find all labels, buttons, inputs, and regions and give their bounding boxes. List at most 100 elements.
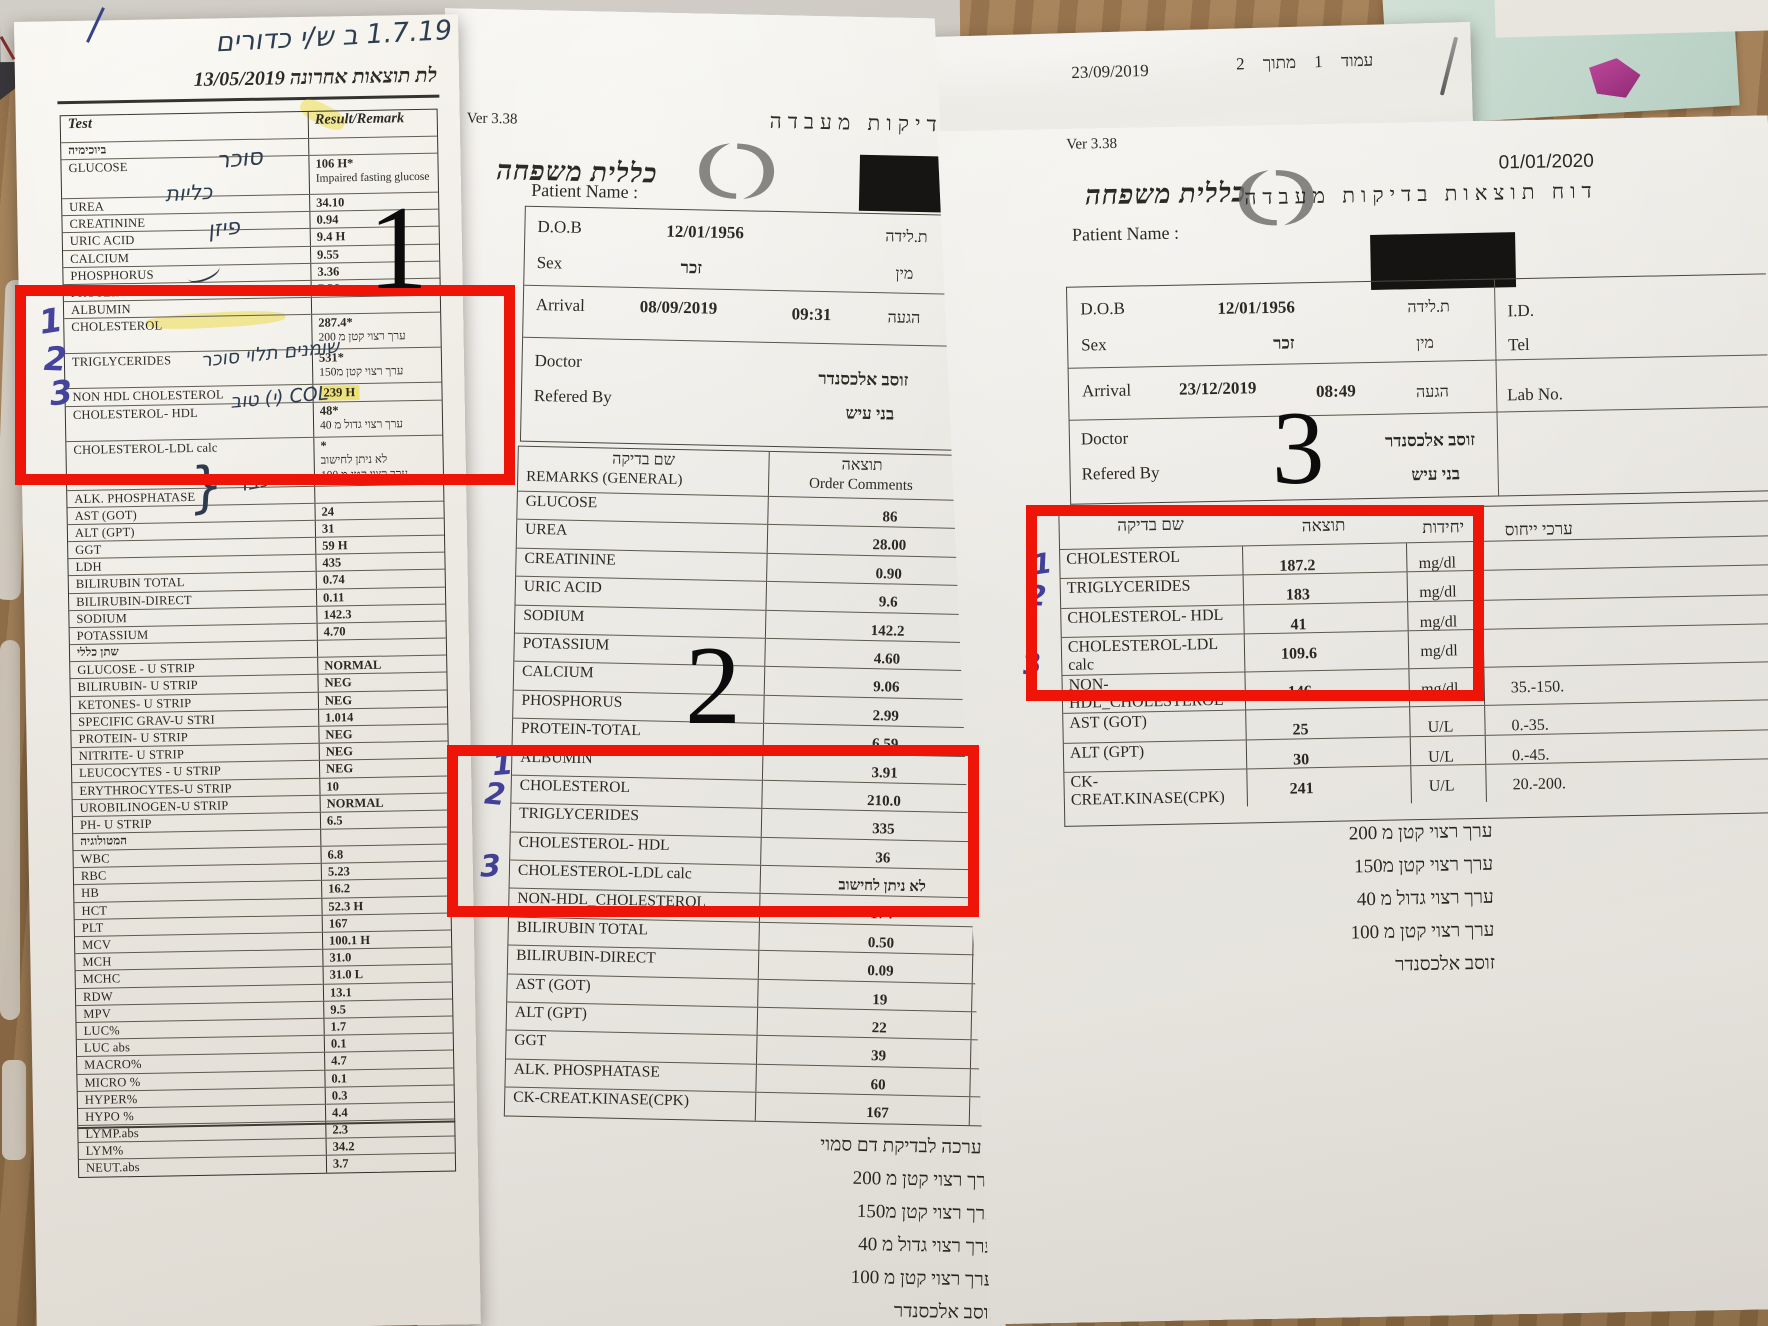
result-cell: 2.99 — [763, 696, 978, 728]
sex-label-he: מין — [1415, 334, 1435, 353]
result-value: 31.0 L — [329, 967, 364, 983]
result-cell: 22 — [757, 1008, 972, 1040]
result-cell: 167 — [321, 913, 451, 932]
result-cell: 435 — [315, 552, 445, 572]
reference-value: 0.-35. — [1511, 716, 1550, 735]
id-label: I.D. — [1507, 300, 1535, 321]
result-cell: 60 — [755, 1065, 970, 1097]
result-value: NEG — [325, 761, 354, 776]
lab-report-2019-09: Ver 3.38 כללית משפחה ות בדיקות מעבדה Pat… — [417, 8, 1035, 1326]
result-value: 100.1 H — [328, 932, 371, 948]
reference-cell — [1483, 624, 1768, 667]
result-cell: 241 — [1246, 766, 1411, 806]
col-test-name-en: REMARKS (GENERAL) — [526, 468, 683, 489]
units-cell: U/L — [1409, 706, 1485, 736]
result-cell: 0.11 — [315, 587, 446, 606]
result-value: NEG — [324, 692, 353, 708]
handwriting-calcium: פיזן — [206, 214, 242, 244]
result-value: 9.6 — [878, 594, 898, 611]
footnote-line: זוסב אלכסנדר — [893, 1300, 995, 1324]
redaction-box — [859, 155, 944, 213]
dob-label-he: ת.לידה — [885, 228, 928, 247]
result-value: 31 — [321, 521, 335, 536]
doctor-label: Doctor — [534, 350, 583, 371]
result-value: 0.74 — [322, 572, 345, 588]
result-value: 60 — [870, 1076, 886, 1094]
result-cell: 4.70 — [316, 621, 446, 640]
result-cell: 52.3 H — [321, 896, 451, 915]
result-value: 10 — [326, 778, 340, 794]
result-value: NORMAL — [324, 657, 382, 673]
referring-clinic: בני עיש — [845, 403, 895, 424]
divider — [524, 285, 1000, 296]
result-value — [321, 485, 443, 487]
result-cell: 10 — [319, 776, 449, 795]
result-cell: NEG — [318, 758, 449, 778]
dob-label: D.O.B — [1080, 298, 1126, 319]
result-cell: 59 H — [315, 535, 445, 555]
result-value: 241 — [1289, 780, 1314, 798]
result-value: 0.1 — [330, 1036, 347, 1051]
footnote-line: ערך רצוי גדול מ 40 — [1356, 886, 1495, 911]
test-name: NEUT.abs — [85, 1160, 140, 1176]
lab-report-2020-01: Ver 3.38 01/01/2020 כללית משפחה דוח תוצא… — [898, 115, 1768, 1325]
result-value: 0.09 — [867, 963, 894, 980]
col-result: Result/Remark — [307, 109, 438, 138]
col-reference: ערכי ייחוס — [1504, 519, 1573, 540]
result-value: 52.3 H — [328, 898, 364, 914]
result-value: 0.50 — [867, 934, 895, 952]
result-cell: 6.8 — [320, 844, 450, 864]
test-name: CK-CREAT.KINASE(CPK) — [1070, 773, 1225, 809]
red-annotation-box-1 — [15, 285, 515, 485]
result-cell: NORMAL — [319, 793, 449, 812]
test-name: ALT (GPT) — [514, 1003, 588, 1023]
unit-value: U/L — [1428, 777, 1455, 795]
result-cell — [316, 638, 447, 657]
tel-label: Tel — [1508, 334, 1530, 355]
title-rule — [57, 94, 440, 104]
clalit-logo-text: כללית משפחה — [1084, 177, 1247, 211]
result-value: 0.11 — [322, 589, 345, 605]
reference-cell — [1482, 566, 1768, 600]
unit-value: U/L — [1427, 718, 1454, 737]
footnote-line: זוסב אלכסנדר — [1394, 952, 1496, 976]
divider — [523, 337, 999, 348]
result-cell — [308, 136, 438, 155]
result-value: NEG — [325, 727, 353, 742]
report-date: 01/01/2020 — [1498, 150, 1594, 174]
result-cell: 31.0 L — [322, 964, 452, 984]
result-value: 142.2 — [870, 622, 905, 640]
result-cell: 4.60 — [764, 639, 979, 671]
lab-no-label: Lab No. — [1506, 384, 1564, 405]
result-cell: 5.23 — [320, 861, 451, 881]
result-cell: 34.2 — [325, 1136, 455, 1156]
test-name: CK-CREAT.KINASE(CPK) — [513, 1088, 690, 1110]
result-cell: NORMAL — [317, 655, 447, 675]
big-label-1: 1 — [368, 181, 428, 314]
result-value: 59 H — [322, 538, 348, 553]
result-cell: NEG — [317, 690, 448, 709]
plastic-strip — [0, 640, 20, 1020]
result-value: 6.5 — [326, 813, 343, 828]
result-cell: 142.2 — [765, 610, 980, 642]
result-cell: 31 — [314, 518, 445, 537]
arrival-label-he: הגעה — [887, 309, 921, 328]
sex-value: זכר — [1272, 333, 1295, 353]
test-name: ALT (GPT) — [1069, 742, 1145, 762]
result-cell: 13.1 — [322, 982, 453, 1001]
result-cell: 0.3 — [324, 1085, 454, 1104]
result-value: NEG — [324, 675, 352, 691]
referring-clinic: בני עיש — [1411, 464, 1461, 485]
result-value: 4.7 — [331, 1053, 347, 1068]
result-cell: 4.7 — [324, 1050, 454, 1070]
result-cell: 0.74 — [315, 570, 445, 589]
dob-label-he: ת.לידה — [1407, 298, 1450, 317]
result-value: 6.8 — [327, 847, 344, 862]
result-value — [327, 829, 449, 831]
red-annotation-box-2 — [447, 745, 979, 917]
result-cell: NEG — [318, 741, 448, 761]
result-value: 0.3 — [331, 1088, 348, 1103]
result-value: 0.1 — [331, 1070, 348, 1086]
result-value — [324, 640, 446, 642]
